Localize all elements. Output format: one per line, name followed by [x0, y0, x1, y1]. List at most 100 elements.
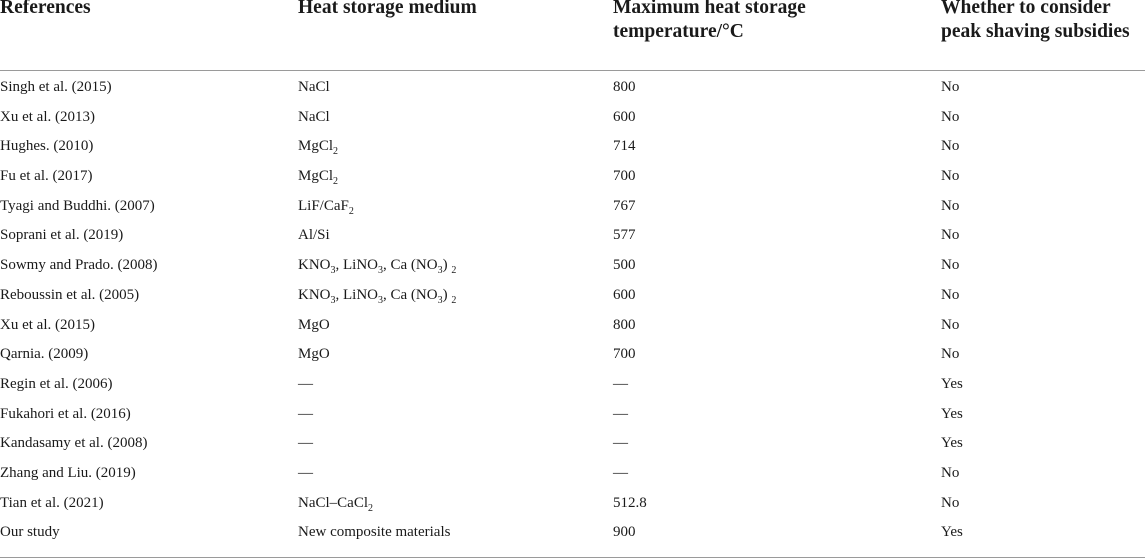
table-row: Xu et al. (2013) NaCl 600 No	[0, 103, 1145, 133]
medium-text: , Ca (NO	[383, 286, 438, 303]
cell-reference: Tyagi and Buddhi. (2007)	[0, 197, 155, 214]
table-row: Fukahori et al. (2016) — — Yes	[0, 400, 1145, 430]
cell-heat-storage-medium: —	[298, 400, 313, 430]
cell-peak-shaving-subsidies: No	[941, 79, 960, 95]
cell-heat-storage-medium: MgO	[298, 340, 330, 370]
cell-heat-storage-medium: —	[298, 429, 313, 459]
cell-reference: Our study	[0, 524, 60, 541]
medium-text: —	[298, 375, 313, 392]
cell-reference: Kandasamy et al. (2008)	[0, 435, 148, 452]
cell-max-temperature: —	[613, 405, 628, 422]
table-row: Regin et al. (2006) — — Yes	[0, 370, 1145, 400]
medium-text: —	[298, 405, 313, 422]
medium-text: Al/Si	[298, 227, 330, 244]
cell-reference: Sowmy and Prado. (2008)	[0, 257, 158, 274]
cell-peak-shaving-subsidies: No	[941, 494, 960, 511]
cell-heat-storage-medium: Al/Si	[298, 221, 330, 251]
bottom-rule	[0, 557, 1145, 558]
cell-heat-storage-medium: KNO3, LiNO3, Ca (NO3) 2	[298, 251, 456, 281]
cell-reference: Xu et al. (2013)	[0, 108, 95, 125]
cell-max-temperature: 600	[613, 108, 636, 125]
table-row: Hughes. (2010) MgCl2 714 No	[0, 132, 1145, 162]
cell-peak-shaving-subsidies: Yes	[941, 435, 963, 452]
table-body: Singh et al. (2015) NaCl 800 No Xu et al. (2…	[0, 71, 1145, 548]
cell-max-temperature: 500	[613, 257, 636, 274]
medium-text: MgO	[298, 346, 330, 363]
medium-text: NaCl–CaCl	[298, 494, 368, 511]
cell-peak-shaving-subsidies: No	[941, 316, 960, 333]
header-references: References	[0, 0, 91, 20]
cell-max-temperature: —	[613, 464, 628, 481]
medium-subscript: 2	[368, 502, 373, 514]
medium-text: , LiNO	[335, 286, 379, 303]
cell-reference: Qarnia. (2009)	[0, 346, 89, 363]
cell-max-temperature: 700	[613, 168, 636, 185]
header-rule	[0, 70, 1145, 71]
cell-max-temperature: 714	[613, 138, 636, 155]
header-temperature-line-2: temperature/°C	[613, 21, 744, 42]
cell-peak-shaving-subsidies: No	[941, 346, 960, 363]
cell-reference: Xu et al. (2015)	[0, 316, 95, 333]
medium-text: KNO	[298, 257, 331, 274]
table-row: Soprani et al. (2019) Al/Si 577 No	[0, 221, 1145, 251]
medium-subscript: 2	[333, 146, 339, 158]
table-row: Qarnia. (2009) MgO 700 No	[0, 340, 1145, 370]
cell-heat-storage-medium: —	[298, 370, 313, 400]
cell-heat-storage-medium: LiF/CaF2	[298, 192, 354, 222]
table-row: Sowmy and Prado. (2008) KNO3, LiNO3, Ca (…	[0, 251, 1145, 281]
table-row: Our study New composite materials 900 Yes	[0, 518, 1145, 548]
cell-heat-storage-medium: KNO3, LiNO3, Ca (NO3) 2	[298, 281, 456, 311]
medium-text: )	[442, 257, 452, 274]
cell-max-temperature: 900	[613, 524, 636, 541]
table-row: Kandasamy et al. (2008) — — Yes	[0, 429, 1145, 459]
cell-reference: Fukahori et al. (2016)	[0, 405, 131, 422]
header-references-line: References	[0, 0, 91, 18]
table-row: Zhang and Liu. (2019) — — No	[0, 459, 1145, 489]
cell-reference: Regin et al. (2006)	[0, 375, 113, 392]
cell-heat-storage-medium: New composite materials	[298, 518, 450, 548]
medium-subscript: 3	[378, 265, 383, 277]
cell-reference: Singh et al. (2015)	[0, 79, 112, 95]
cell-max-temperature: 800	[613, 316, 636, 333]
cell-reference: Tian et al. (2021)	[0, 494, 104, 511]
cell-reference: Reboussin et al. (2005)	[0, 286, 140, 303]
table-row: Tian et al. (2021) NaCl–CaCl2 512.8 No	[0, 489, 1145, 519]
header-subsidies-line-2: peak shaving subsidies	[941, 21, 1130, 42]
header-peak-shaving-subsidies: Whether to consider peak shaving subsidi…	[941, 0, 1130, 44]
cell-reference: Zhang and Liu. (2019)	[0, 464, 136, 481]
cell-max-temperature: —	[613, 375, 628, 392]
cell-peak-shaving-subsidies: No	[941, 168, 960, 185]
cell-max-temperature: 600	[613, 286, 636, 303]
cell-reference: Hughes. (2010)	[0, 138, 94, 155]
header-max-temperature: Maximum heat storage temperature/°C	[613, 0, 806, 44]
cell-peak-shaving-subsidies: No	[941, 227, 960, 244]
cell-reference: Soprani et al. (2019)	[0, 227, 124, 244]
medium-text: —	[298, 464, 313, 481]
cell-heat-storage-medium: MgO	[298, 311, 330, 341]
cell-peak-shaving-subsidies: No	[941, 257, 960, 274]
cell-reference: Fu et al. (2017)	[0, 168, 93, 185]
table-row: Reboussin et al. (2005) KNO3, LiNO3, Ca (…	[0, 281, 1145, 311]
medium-text: MgCl	[298, 138, 334, 155]
cell-peak-shaving-subsidies: Yes	[941, 375, 963, 392]
medium-subscript: 3	[330, 265, 336, 277]
medium-subscript: 2	[451, 265, 457, 277]
cell-peak-shaving-subsidies: No	[941, 108, 960, 125]
table-header: References Heat storage medium Maximum h…	[0, 0, 1145, 71]
medium-text: —	[298, 435, 313, 452]
table-row: Xu et al. (2015) MgO 800 No	[0, 311, 1145, 341]
medium-text: MgO	[298, 316, 330, 333]
header-heat-storage-medium: Heat storage medium	[298, 0, 477, 20]
cell-max-temperature: 767	[613, 197, 636, 214]
medium-subscript: 3	[330, 294, 336, 306]
cell-peak-shaving-subsidies: No	[941, 197, 960, 214]
cell-max-temperature: 512.8	[613, 494, 647, 511]
medium-subscript: 3	[437, 265, 443, 277]
medium-text: LiF/CaF	[298, 197, 349, 214]
table-row: Fu et al. (2017) MgCl2 700 No	[0, 162, 1145, 192]
cell-max-temperature: 700	[613, 346, 636, 363]
medium-subscript: 2	[348, 205, 354, 217]
medium-text: NaCl	[298, 79, 330, 95]
medium-subscript: 3	[437, 294, 443, 306]
cell-heat-storage-medium: MgCl2	[298, 162, 338, 192]
